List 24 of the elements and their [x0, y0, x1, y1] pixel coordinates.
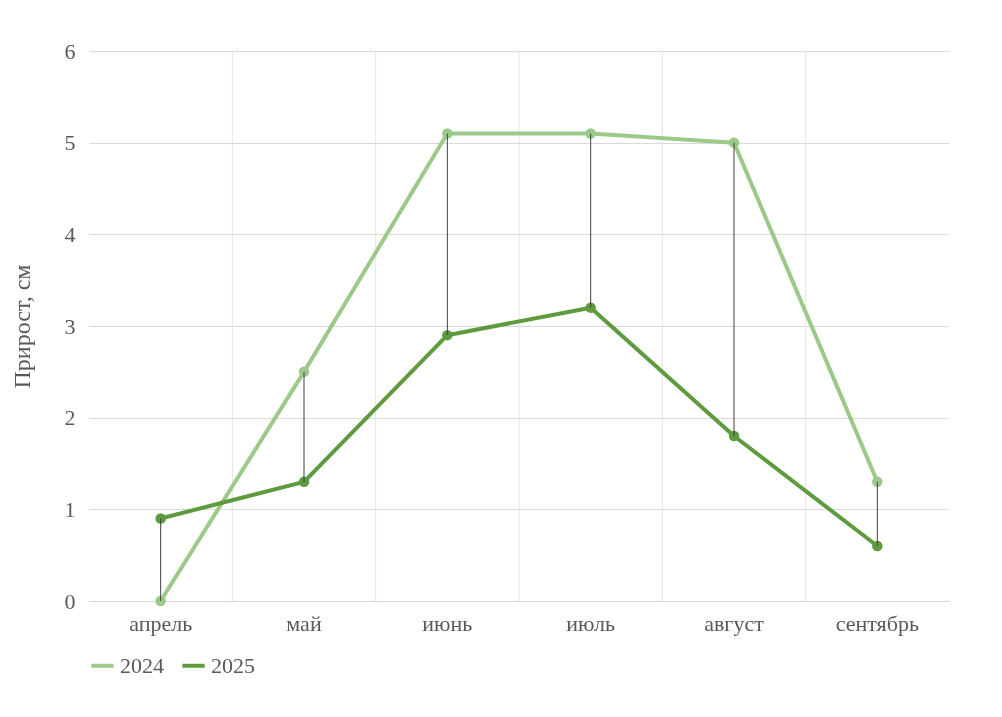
point	[872, 540, 883, 552]
y-axis-title: Прирост, см	[8, 264, 35, 389]
x-tick-label: июль	[566, 610, 616, 636]
x-tick-label: август	[704, 610, 765, 636]
x-tick-label: апрель	[129, 610, 193, 636]
point	[872, 476, 883, 488]
point	[585, 302, 596, 313]
y-tick-label: 2	[64, 405, 76, 431]
point	[442, 128, 453, 139]
x-tick-label: сентябрь	[835, 610, 919, 636]
y-tick-label: 4	[64, 221, 76, 247]
y-tick-label: 0	[64, 588, 76, 614]
point	[442, 329, 453, 341]
y-tick-label: 3	[64, 313, 76, 339]
legend-label: 2025	[211, 652, 255, 678]
legend-label: 2024	[120, 652, 164, 678]
point	[155, 595, 166, 607]
y-tick-label: 5	[64, 130, 76, 156]
point	[155, 513, 166, 524]
x-tick-label: май	[286, 610, 322, 636]
y-tick-label: 1	[64, 496, 76, 522]
x-tick-label: июнь	[422, 610, 473, 636]
y-tick-label: 6	[64, 38, 76, 64]
point	[585, 128, 596, 139]
